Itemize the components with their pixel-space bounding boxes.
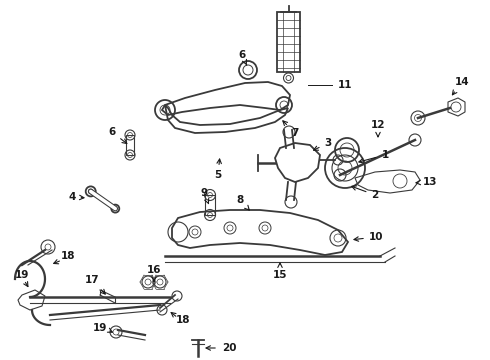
Text: 9: 9 <box>200 188 209 204</box>
Text: 4: 4 <box>68 192 84 202</box>
Bar <box>277 12 300 72</box>
Text: 18: 18 <box>61 251 75 261</box>
Bar <box>126 135 134 155</box>
Text: 12: 12 <box>371 120 385 137</box>
Text: 14: 14 <box>452 77 469 95</box>
Text: 17: 17 <box>85 275 105 294</box>
Text: 10: 10 <box>354 232 383 242</box>
Bar <box>205 195 215 215</box>
Text: 19: 19 <box>15 270 29 280</box>
Text: 11: 11 <box>338 80 352 90</box>
Text: 1: 1 <box>359 150 389 163</box>
Text: 5: 5 <box>215 159 221 180</box>
Text: 8: 8 <box>236 195 249 210</box>
Text: 16: 16 <box>147 265 161 281</box>
Text: 19: 19 <box>93 323 107 333</box>
Text: 6: 6 <box>108 127 127 144</box>
Text: 2: 2 <box>352 186 379 200</box>
Text: 18: 18 <box>176 315 190 325</box>
Text: 20: 20 <box>222 343 237 353</box>
Text: 13: 13 <box>416 177 437 187</box>
Text: 15: 15 <box>273 263 287 280</box>
Text: 6: 6 <box>238 50 247 65</box>
Text: 3: 3 <box>314 138 332 150</box>
Text: 7: 7 <box>283 121 299 138</box>
